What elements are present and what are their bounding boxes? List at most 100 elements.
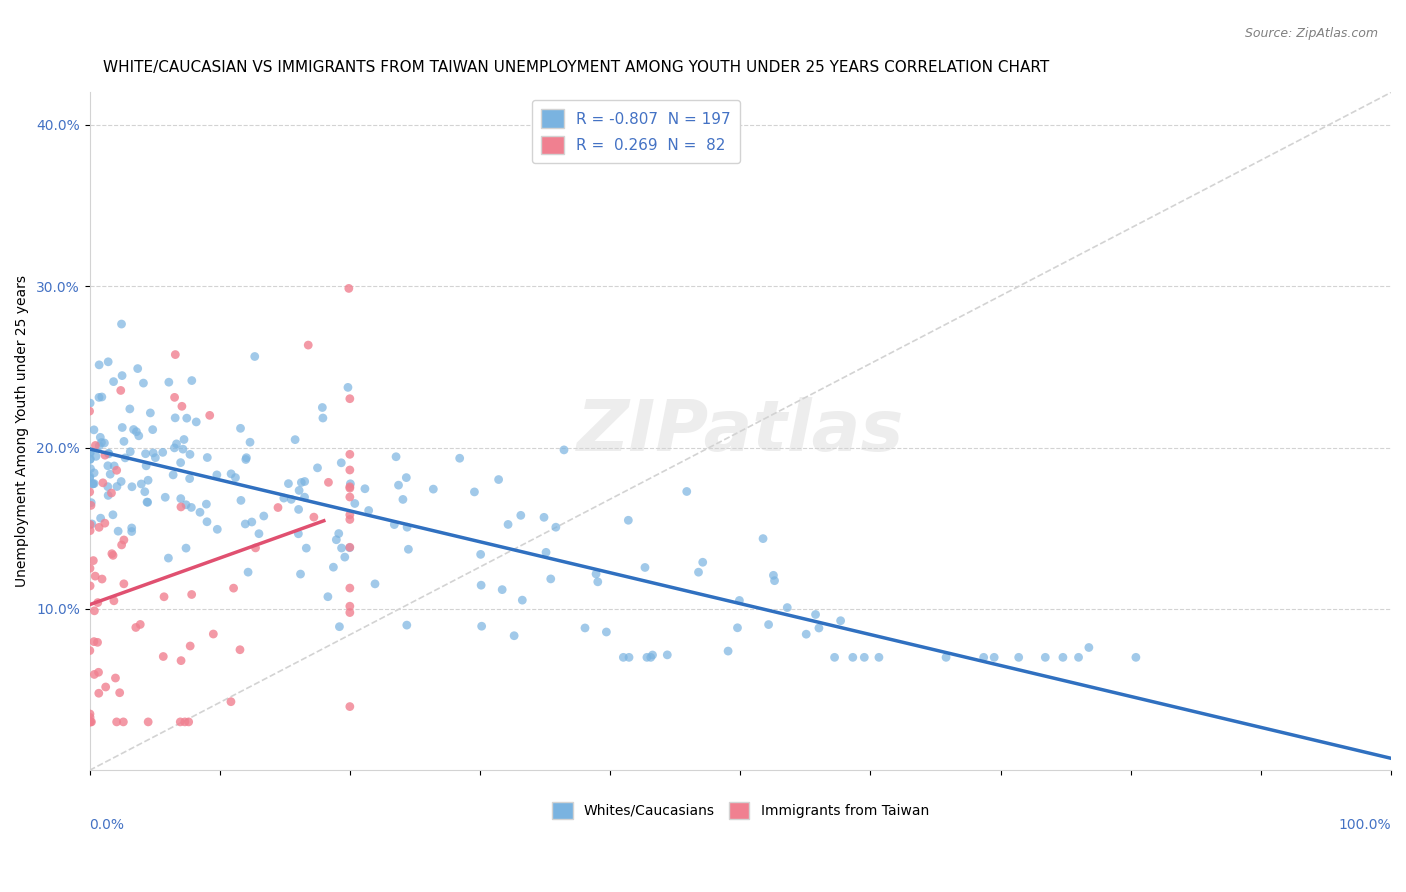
Point xyxy=(172,442,194,457)
Point xyxy=(104,671,127,685)
Point xyxy=(758,617,780,632)
Point xyxy=(170,400,193,414)
Point xyxy=(229,421,252,435)
Point xyxy=(83,466,105,480)
Point xyxy=(89,430,111,444)
Point xyxy=(868,650,890,665)
Point xyxy=(135,458,157,473)
Point xyxy=(382,517,405,532)
Point xyxy=(79,452,101,467)
Text: ZIPatlas: ZIPatlas xyxy=(576,397,904,466)
Point xyxy=(79,469,101,483)
Point xyxy=(79,446,101,460)
Point xyxy=(247,526,270,541)
Point xyxy=(83,423,105,437)
Point xyxy=(243,350,266,364)
Point xyxy=(143,450,166,465)
Point xyxy=(174,498,197,512)
Point xyxy=(1033,650,1056,665)
Point xyxy=(273,491,295,505)
Point xyxy=(97,446,120,460)
Point xyxy=(540,572,562,586)
Point xyxy=(807,621,830,635)
Point xyxy=(94,448,117,462)
Point xyxy=(318,475,340,490)
Point xyxy=(853,650,876,665)
Point xyxy=(392,492,415,507)
Point xyxy=(79,710,101,724)
Point xyxy=(129,617,152,632)
Point xyxy=(94,680,117,694)
Point xyxy=(97,458,120,473)
Point xyxy=(287,526,309,541)
Point xyxy=(503,629,526,643)
Point xyxy=(229,642,252,657)
Point xyxy=(79,517,101,532)
Point xyxy=(267,500,290,515)
Point xyxy=(634,560,657,574)
Point xyxy=(80,714,103,729)
Point xyxy=(253,508,276,523)
Point xyxy=(586,574,609,589)
Point xyxy=(339,463,361,477)
Point xyxy=(155,490,177,504)
Point xyxy=(170,500,193,514)
Point xyxy=(79,643,101,657)
Point xyxy=(233,516,256,531)
Point xyxy=(236,565,259,579)
Point xyxy=(449,451,471,466)
Point xyxy=(752,532,775,546)
Point xyxy=(229,493,252,508)
Point xyxy=(169,714,191,729)
Point xyxy=(98,467,121,482)
Point xyxy=(728,593,751,607)
Point xyxy=(396,520,419,534)
Point xyxy=(136,473,159,487)
Point xyxy=(79,524,101,538)
Point xyxy=(330,456,353,470)
Point xyxy=(973,650,995,665)
Point xyxy=(322,560,344,574)
Point xyxy=(294,475,316,489)
Point xyxy=(675,484,697,499)
Point xyxy=(290,475,312,490)
Point xyxy=(89,439,111,453)
Point xyxy=(135,447,157,461)
Point xyxy=(325,533,347,547)
Point xyxy=(595,625,617,640)
Point xyxy=(280,492,302,507)
Point xyxy=(339,447,361,461)
Point xyxy=(157,551,180,566)
Point xyxy=(195,515,218,529)
Point xyxy=(395,618,418,632)
Point xyxy=(277,476,299,491)
Point xyxy=(100,486,122,500)
Point xyxy=(83,476,105,491)
Point xyxy=(935,650,957,665)
Point xyxy=(162,467,184,482)
Point xyxy=(136,495,159,509)
Point xyxy=(385,450,408,464)
Point xyxy=(339,581,361,595)
Point xyxy=(180,587,202,601)
Point xyxy=(165,410,187,425)
Point xyxy=(82,476,104,491)
Point xyxy=(83,667,105,681)
Point xyxy=(110,317,132,331)
Point xyxy=(111,420,134,434)
Point xyxy=(79,471,101,485)
Point xyxy=(337,281,360,295)
Point xyxy=(339,392,361,406)
Point xyxy=(83,604,105,618)
Point xyxy=(80,516,103,531)
Point xyxy=(103,594,125,608)
Point xyxy=(112,533,135,547)
Point xyxy=(79,484,101,499)
Point xyxy=(84,569,107,583)
Point xyxy=(82,476,104,491)
Point xyxy=(112,577,135,591)
Point xyxy=(91,475,114,490)
Point xyxy=(224,470,246,484)
Point xyxy=(240,515,263,529)
Point xyxy=(111,368,134,383)
